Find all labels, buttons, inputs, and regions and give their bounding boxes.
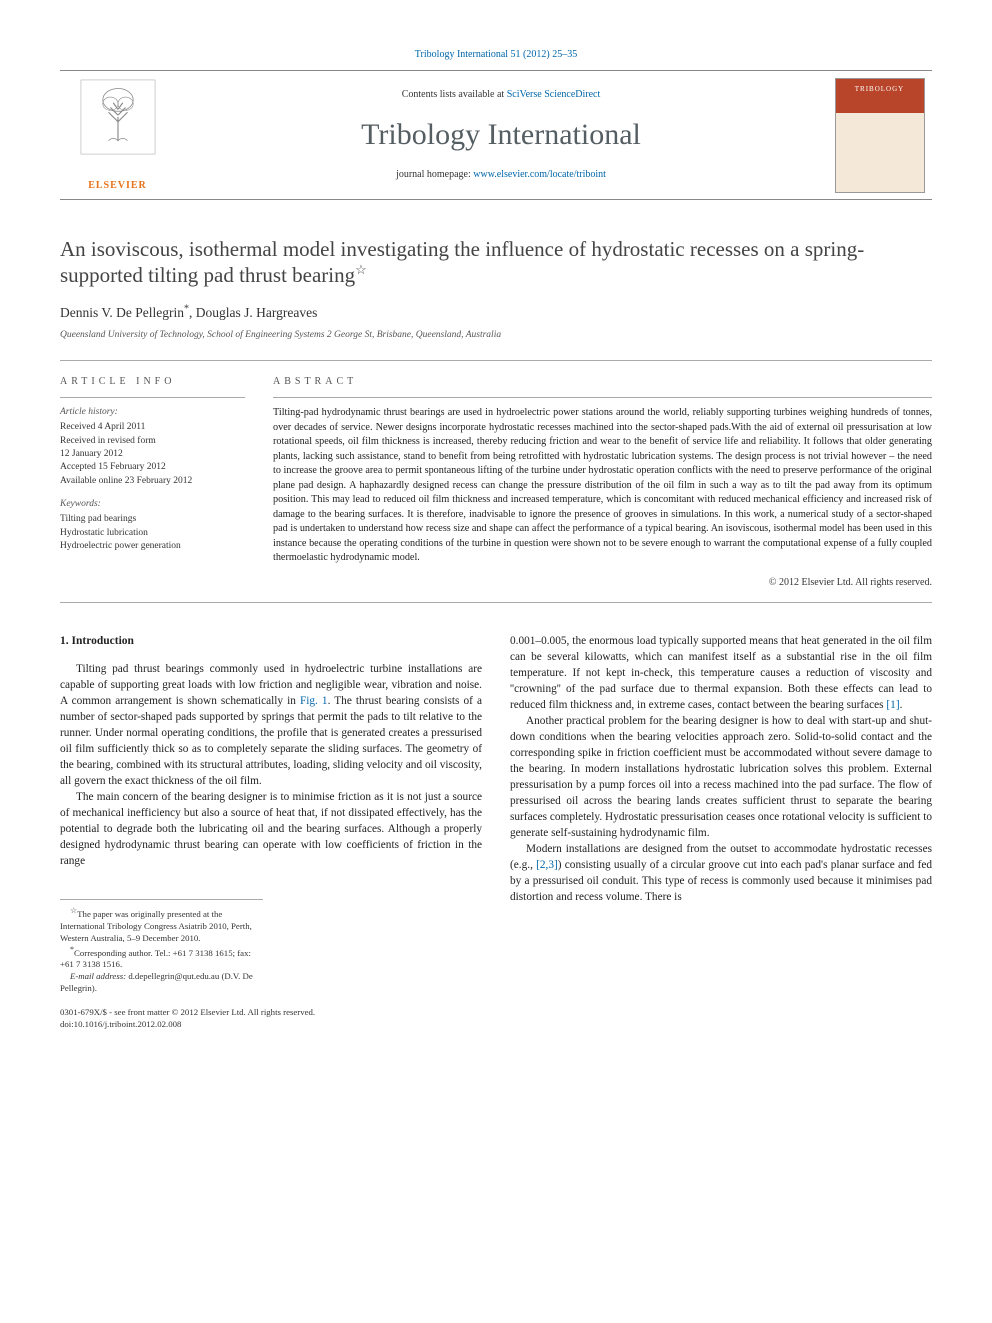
footnote-1: ☆The paper was originally presented at t…: [60, 906, 263, 945]
abstract-divider: [273, 397, 932, 398]
history-revised-date: 12 January 2012: [60, 448, 245, 461]
footnote-1-text: The paper was originally presented at th…: [60, 909, 252, 943]
authors: Dennis V. De Pellegrin*, Douglas J. Harg…: [60, 303, 932, 323]
author-list: Dennis V. De Pellegrin*, Douglas J. Harg…: [60, 305, 317, 320]
main-divider: [60, 602, 932, 603]
footnotes: ☆The paper was originally presented at t…: [60, 899, 263, 995]
homepage-link[interactable]: www.elsevier.com/locate/triboint: [473, 169, 606, 180]
publisher-block: ELSEVIER: [60, 71, 175, 199]
paper-page: Tribology International 51 (2012) 25–35 …: [0, 0, 992, 1071]
abstract-column: abstract Tilting-pad hydrodynamic thrust…: [273, 375, 932, 589]
fig-1-link[interactable]: Fig. 1: [300, 695, 328, 707]
body-para-r1: 0.001–0.005, the enormous load typically…: [510, 633, 932, 713]
homepage-label: journal homepage:: [396, 169, 471, 180]
issn-line: 0301-679X/$ - see front matter © 2012 El…: [60, 1007, 482, 1019]
journal-name: Tribology International: [361, 114, 641, 156]
homepage-line: journal homepage: www.elsevier.com/locat…: [396, 168, 606, 182]
abstract-copyright: © 2012 Elsevier Ltd. All rights reserved…: [273, 576, 932, 590]
ref-2-3-link[interactable]: [2,3]: [536, 859, 558, 871]
journal-header: ELSEVIER Contents lists available at Sci…: [60, 70, 932, 200]
body-para-l1: Tilting pad thrust bearings commonly use…: [60, 661, 482, 789]
keyword-1: Tilting pad bearings: [60, 513, 245, 526]
history-revised-label: Received in revised form: [60, 435, 245, 448]
affiliation: Queensland University of Technology, Sch…: [60, 329, 932, 342]
article-info-column: article info Article history: Received 4…: [60, 375, 245, 589]
body-columns: 1. Introduction Tilting pad thrust beari…: [60, 633, 932, 1031]
info-divider: [60, 397, 245, 398]
abstract-text: Tilting-pad hydrodynamic thrust bearings…: [273, 406, 932, 565]
journal-cover-block: TRIBOLOGY: [827, 71, 932, 199]
history-received: Received 4 April 2011: [60, 421, 245, 434]
left-column: 1. Introduction Tilting pad thrust beari…: [60, 633, 482, 1031]
body-para-r2: Another practical problem for the bearin…: [510, 713, 932, 841]
footnote-email: E-mail address: d.depellegrin@qut.edu.au…: [60, 971, 263, 995]
title-footnote-marker: ☆: [355, 262, 367, 277]
keyword-2: Hydrostatic lubrication: [60, 527, 245, 540]
email-label: E-mail address:: [70, 971, 126, 981]
article-title: An isoviscous, isothermal model investig…: [60, 236, 932, 289]
history-online: Available online 23 February 2012: [60, 475, 245, 488]
footnote-2: *Corresponding author. Tel.: +61 7 3138 …: [60, 945, 263, 972]
elsevier-tree-icon: [78, 77, 158, 157]
keywords-label: Keywords:: [60, 498, 245, 511]
header-center: Contents lists available at SciVerse Sci…: [175, 71, 827, 199]
journal-reference[interactable]: Tribology International 51 (2012) 25–35: [60, 48, 932, 62]
contents-line: Contents lists available at SciVerse Sci…: [402, 88, 601, 102]
footnote-2-text: Corresponding author. Tel.: +61 7 3138 1…: [60, 947, 251, 969]
footer-meta: 0301-679X/$ - see front matter © 2012 El…: [60, 1007, 482, 1031]
keyword-3: Hydroelectric power generation: [60, 540, 245, 553]
section-heading: 1. Introduction: [60, 633, 482, 649]
publisher-name: ELSEVIER: [88, 179, 147, 193]
info-abstract-row: article info Article history: Received 4…: [60, 360, 932, 589]
right-column: 0.001–0.005, the enormous load typically…: [510, 633, 932, 1031]
article-info-label: article info: [60, 375, 245, 389]
history-label: Article history:: [60, 406, 245, 419]
history-accepted: Accepted 15 February 2012: [60, 461, 245, 474]
sciencedirect-link[interactable]: SciVerse ScienceDirect: [507, 89, 601, 100]
abstract-label: abstract: [273, 375, 932, 389]
title-text: An isoviscous, isothermal model investig…: [60, 237, 864, 287]
body-para-l2: The main concern of the bearing designer…: [60, 789, 482, 869]
body-para-r3: Modern installations are designed from t…: [510, 841, 932, 905]
doi-line: doi:10.1016/j.triboint.2012.02.008: [60, 1019, 482, 1031]
contents-label: Contents lists available at: [402, 89, 504, 100]
cover-title: TRIBOLOGY: [855, 85, 904, 95]
ref-1-link[interactable]: [1]: [886, 699, 899, 711]
journal-cover-icon: TRIBOLOGY: [835, 78, 925, 193]
